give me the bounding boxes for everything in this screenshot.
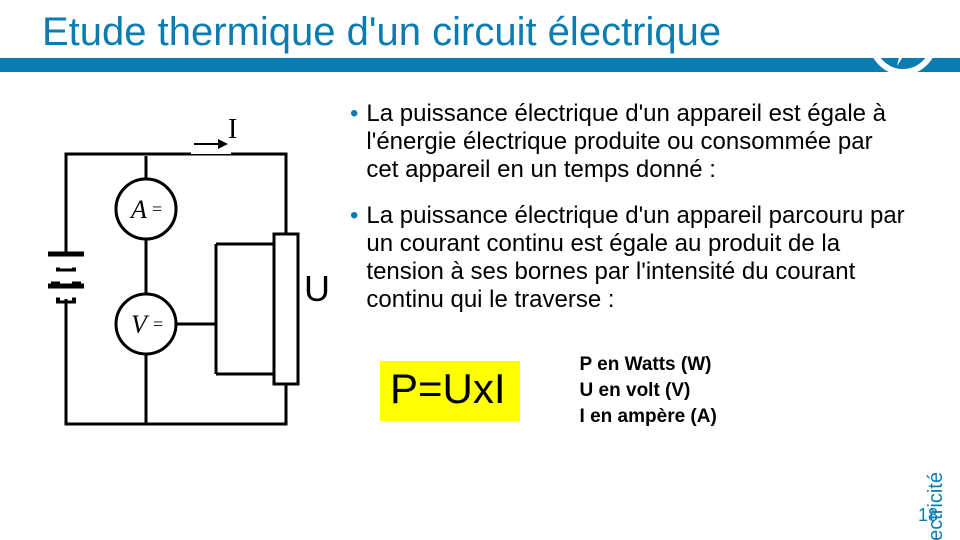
bullet-text: La puissance électrique d'un appareil es… xyxy=(366,100,910,184)
svg-text:=: = xyxy=(152,199,162,219)
circuit-diagram: A = A = V = xyxy=(26,114,316,454)
content-area: A = A = V = xyxy=(0,92,960,512)
diagram-current-label: I xyxy=(228,114,237,146)
bullet-dot-icon: • xyxy=(350,100,358,184)
formula-box: P=UxI xyxy=(380,361,520,421)
page-number: 18 xyxy=(918,505,938,526)
formula-row: P=UxI P en Watts (W) U en volt (V) I en … xyxy=(380,352,717,430)
header-band xyxy=(0,58,960,72)
diagram-voltage-label: U xyxy=(304,268,330,310)
svg-text:A: A xyxy=(129,195,147,224)
unit-line: U en volt (V) xyxy=(580,378,717,404)
svg-text:=: = xyxy=(153,314,163,334)
lightning-bolt-icon xyxy=(868,6,938,76)
bullet-text: La puissance électrique d'un appareil pa… xyxy=(366,202,910,314)
bullet-item: • La puissance électrique d'un appareil … xyxy=(350,202,910,314)
formula-units: P en Watts (W) U en volt (V) I en ampère… xyxy=(580,352,717,430)
unit-line: I en ampère (A) xyxy=(580,404,717,430)
slide: Etude thermique d'un circuit électrique xyxy=(0,0,960,540)
bullet-dot-icon: • xyxy=(350,202,358,314)
bullet-item: • La puissance électrique d'un appareil … xyxy=(350,100,910,184)
slide-title: Etude thermique d'un circuit électrique xyxy=(42,10,721,55)
bullet-list: • La puissance électrique d'un appareil … xyxy=(350,100,910,332)
unit-line: P en Watts (W) xyxy=(580,352,717,378)
